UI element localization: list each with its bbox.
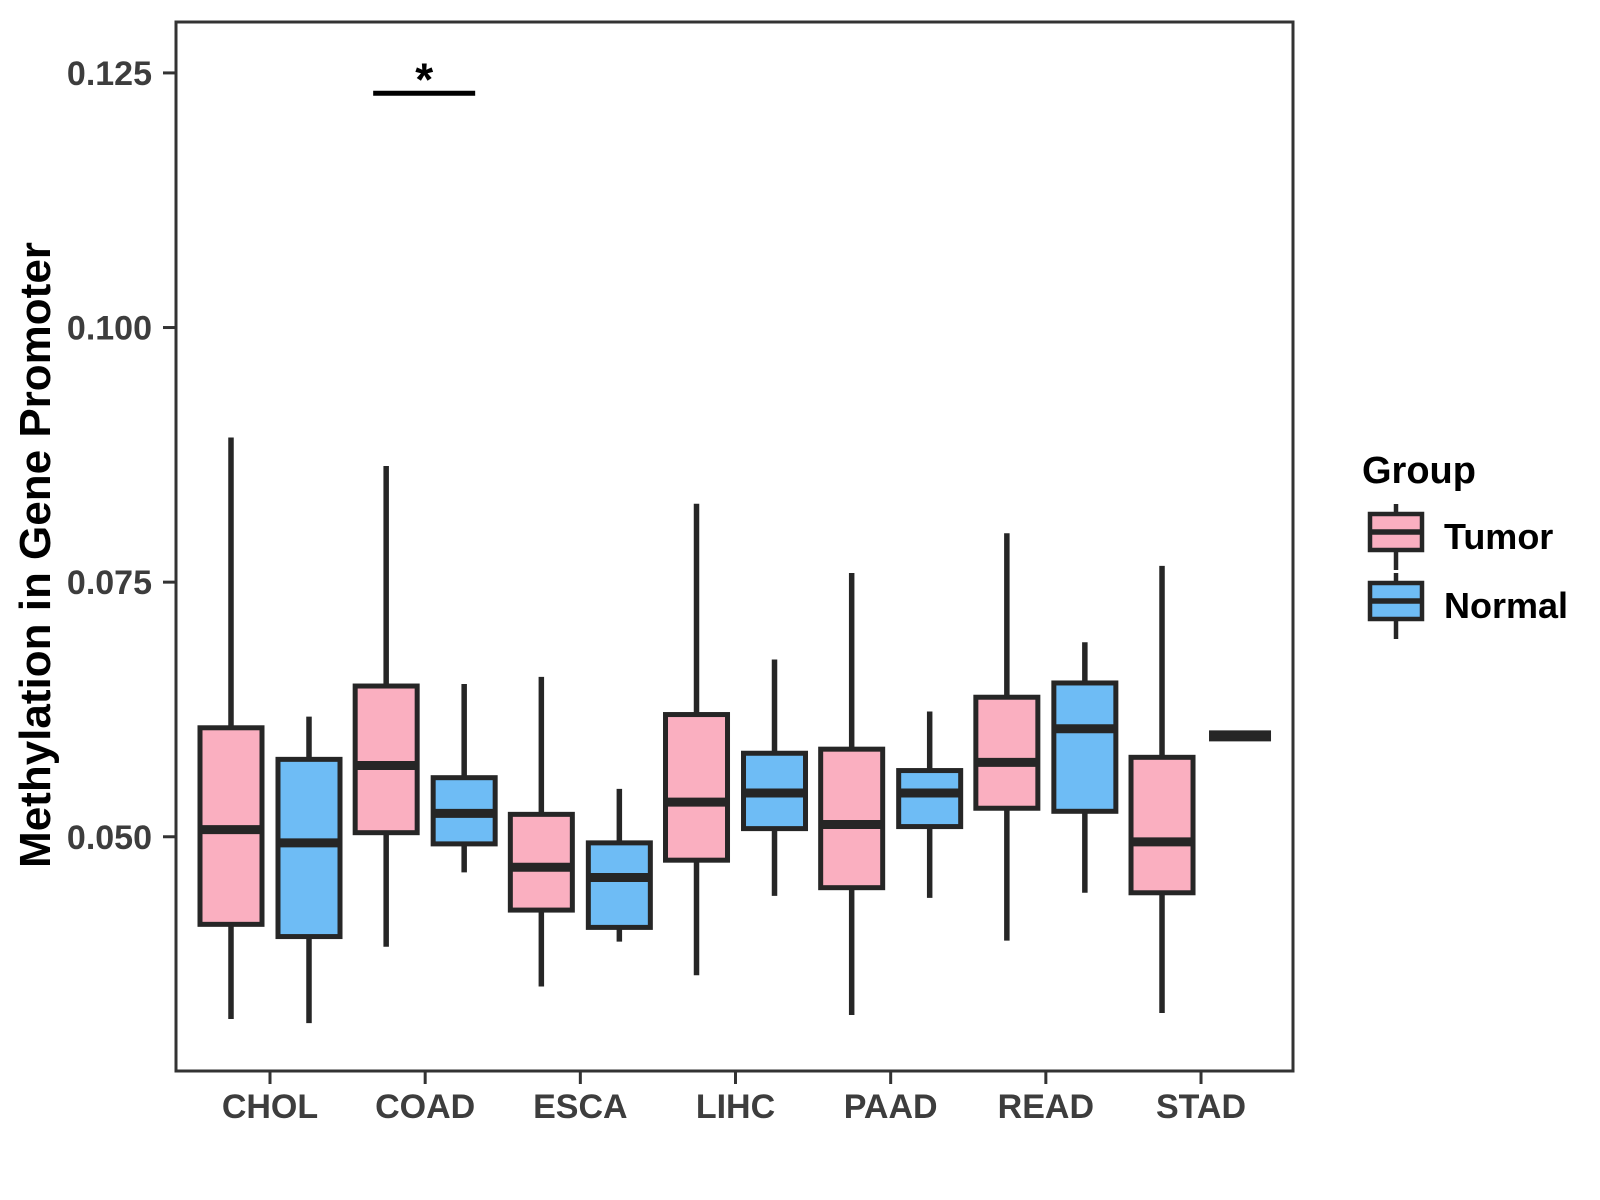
significance-star-coad: * (415, 53, 433, 105)
x-axis-label-stad: STAD (1156, 1088, 1246, 1126)
legend-item-tumor: Tumor (1366, 501, 1553, 573)
box-read-tumor (973, 694, 1041, 811)
x-axis-label-read: READ (998, 1088, 1094, 1126)
box-coad-tumor (352, 683, 420, 836)
y-axis-tick-label: 0.125 (67, 55, 152, 93)
legend-title: Group (1362, 450, 1476, 492)
legend-label-normal: Normal (1444, 585, 1569, 626)
box-paad-tumor (818, 746, 886, 891)
x-axis-label-paad: PAAD (844, 1088, 938, 1126)
y-axis-tick-label: 0.075 (67, 564, 152, 602)
x-axis-label-lihc: LIHC (696, 1088, 775, 1126)
legend-item-normal: Normal (1366, 570, 1568, 642)
box-esca-normal (585, 840, 653, 930)
y-axis-tick-label: 0.100 (67, 310, 152, 348)
legend-label-tumor: Tumor (1444, 516, 1554, 557)
box-read-normal (1051, 680, 1119, 814)
box-chol-normal (275, 756, 343, 940)
plot-panel-border (174, 20, 1295, 1073)
box-paad-normal (896, 768, 964, 830)
normal-boxplot-key-icon (1367, 573, 1425, 639)
box-stad-tumor (1128, 754, 1196, 896)
box-esca-tumor (507, 811, 575, 913)
x-axis-label-esca: ESCA (533, 1088, 627, 1126)
tumor-boxplot-key-icon (1367, 504, 1425, 570)
x-axis-label-chol: CHOL (222, 1088, 318, 1126)
box-lihc-tumor (663, 712, 731, 863)
y-axis-tick-label: 0.050 (67, 819, 152, 857)
x-axis-label-coad: COAD (375, 1088, 475, 1126)
